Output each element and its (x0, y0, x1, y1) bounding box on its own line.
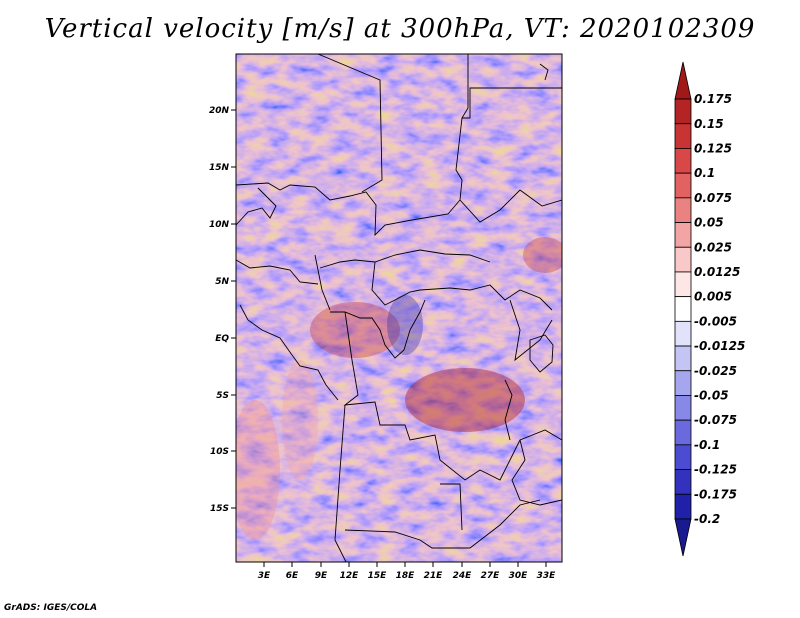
lat-label-15s: 15S (210, 504, 229, 514)
lon-label-9e: 9E (315, 571, 328, 581)
colorbar-swatch-7 (674, 246, 692, 273)
lon-label-30e: 30E (509, 571, 529, 581)
colorbar-swatch-2 (674, 123, 692, 149)
map-frame (235, 53, 563, 563)
lon-label-33e: 33E (537, 571, 557, 581)
colorbar-label-2: 0.125 (694, 141, 732, 155)
lat-label-10s: 10S (210, 447, 229, 457)
lat-label-5s: 5S (216, 391, 229, 401)
colorbar-swatch-0 (674, 61, 692, 100)
latitude-axis: 20N 15N 10N 5N EQ 5S 10S 15S (209, 106, 236, 514)
colorbar-swatch-15 (674, 444, 692, 470)
lon-label-21e: 21E (424, 571, 444, 581)
lon-label-3e: 3E (258, 571, 271, 581)
colorbar-label-10: -0.0125 (694, 339, 745, 353)
colorbar-label-8: 0.005 (694, 290, 732, 304)
colorbar-label-7: 0.0125 (694, 265, 740, 279)
colorbar-swatch-3 (674, 148, 692, 174)
colorbar-label-4: 0.075 (694, 191, 732, 205)
colorbar-label-3: 0.1 (694, 166, 715, 180)
colorbar-swatch-17 (674, 493, 692, 520)
longitude-axis: 3E 6E 9E 12E 15E 18E 21E 24E 27E 30E 33E (258, 562, 556, 581)
colorbar-label-17: -0.2 (694, 512, 720, 526)
colorbar-swatch-18 (674, 518, 692, 557)
colorbar-label-14: -0.1 (694, 438, 720, 452)
colorbar-label-16: -0.175 (694, 487, 737, 501)
lat-label-20n: 20N (209, 106, 230, 116)
colorbar-swatch-11 (674, 345, 692, 372)
colorbar-swatch-10 (674, 320, 692, 347)
lon-label-15e: 15E (368, 571, 388, 581)
lon-label-18e: 18E (396, 571, 416, 581)
colorbar-label-9: -0.005 (694, 314, 737, 328)
colorbar-swatch-8 (674, 271, 692, 298)
colorbar-label-6: 0.025 (694, 240, 732, 254)
chart-title: Vertical velocity [m/s] at 300hPa, VT: 2… (44, 14, 756, 44)
colorbar-label-15: -0.125 (694, 463, 737, 477)
colorbar-label-13: -0.075 (694, 413, 737, 427)
colorbar-swatch-14 (674, 419, 692, 446)
lon-label-24e: 24E (453, 571, 473, 581)
lon-label-6e: 6E (286, 571, 299, 581)
lat-label-5n: 5N (215, 277, 229, 287)
colorbar-swatch-16 (674, 469, 692, 495)
colorbar-label-1: 0.15 (694, 117, 724, 131)
velocity-field (236, 54, 562, 562)
lat-label-15n: 15N (209, 163, 230, 173)
colorbar-swatch-9 (674, 296, 692, 322)
colorbar: 0.175 0.15 0.125 0.1 0.075 0.05 0.025 0.0125 0.0… (674, 61, 745, 557)
colorbar-swatch-4 (674, 172, 692, 199)
colorbar-label-0: 0.175 (694, 92, 732, 106)
colorbar-swatch-1 (674, 98, 692, 125)
lat-label-10n: 10N (209, 220, 230, 230)
colorbar-swatch-5 (674, 197, 692, 223)
colorbar-label-11: -0.025 (694, 364, 737, 378)
colorbar-label-5: 0.05 (694, 216, 724, 230)
colorbar-label-12: -0.05 (694, 388, 729, 402)
country-borders (236, 54, 562, 562)
colorbar-swatch-12 (674, 370, 692, 396)
colorbar-swatch-6 (674, 222, 692, 248)
colorbar-swatch-13 (674, 395, 692, 421)
lon-label-27e: 27E (481, 571, 501, 581)
grads-credit: GrADS: IGES/COLA (4, 603, 98, 613)
lat-label-eq: EQ (215, 334, 229, 344)
lon-label-12e: 12E (340, 571, 360, 581)
